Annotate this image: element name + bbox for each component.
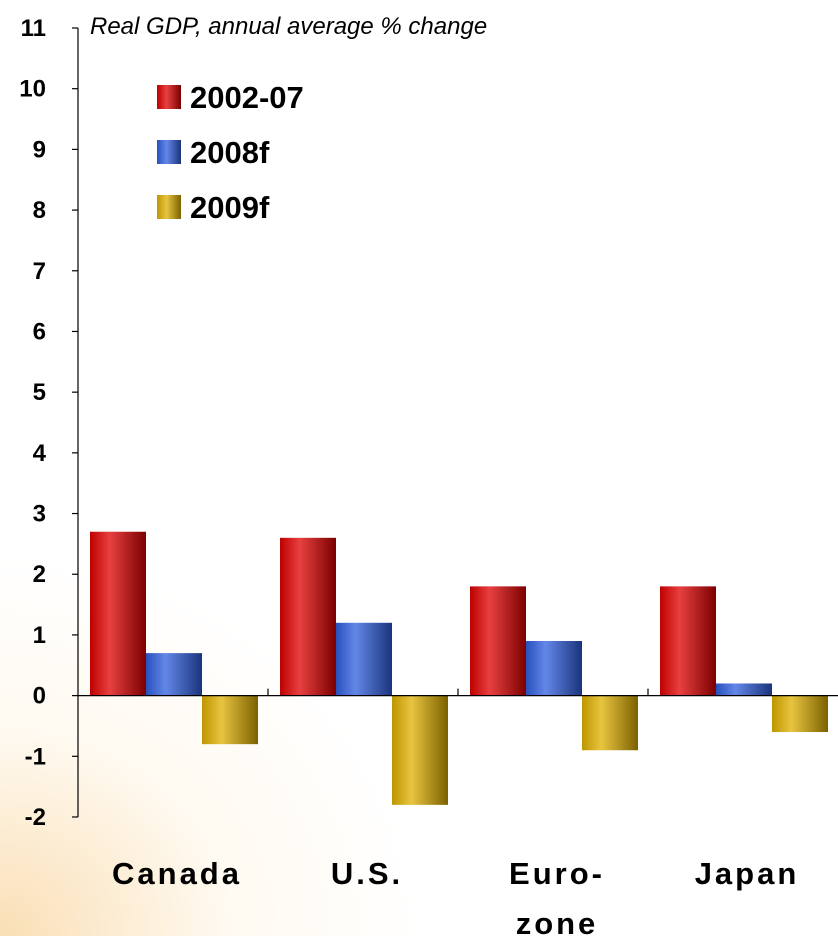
y-tick-label: 3 (33, 501, 46, 528)
y-tick-label: 1 (33, 622, 46, 649)
legend-swatch (157, 140, 181, 164)
bar (146, 653, 202, 696)
bars (90, 531, 828, 805)
bar (470, 586, 526, 696)
bar (660, 586, 716, 696)
y-tick-label: 11 (21, 15, 46, 42)
bar (526, 640, 582, 696)
bar (280, 537, 336, 696)
y-axis: -2 -1 0 1 2 3 4 5 6 7 8 9 10 11 (19, 15, 79, 831)
bar (202, 695, 258, 745)
x-tick-label: Canada (112, 856, 242, 891)
legend: 2002-07 2008f 2009f (157, 80, 304, 225)
y-tick-label: 8 (33, 197, 46, 224)
bar (772, 695, 828, 733)
category-labels: Canada U.S. Euro-zone Japan (112, 856, 800, 936)
y-tick-label: -1 (25, 743, 46, 770)
y-tick-label: 6 (33, 318, 46, 345)
y-tick-label: 7 (33, 258, 46, 285)
bar (392, 695, 448, 805)
chart-title: Real GDP, annual average % change (90, 13, 487, 40)
y-tick-label: -2 (25, 804, 46, 831)
x-axis (78, 688, 838, 697)
y-tick-label: 9 (33, 136, 46, 163)
legend-label: 2008f (190, 135, 270, 170)
x-tick-label: Japan (695, 856, 800, 891)
x-tick-label: zone (516, 906, 599, 936)
bar (582, 695, 638, 751)
y-tick-label: 0 (33, 683, 46, 710)
bar (90, 531, 146, 696)
bar (716, 683, 772, 696)
x-tick-label: U.S. (331, 856, 403, 891)
y-tick-label: 10 (19, 76, 46, 103)
y-tick-label: 2 (33, 561, 46, 588)
y-tick-label: 4 (33, 440, 47, 467)
x-tick-label: Euro- (509, 856, 605, 891)
y-tick-label: 5 (33, 379, 46, 406)
legend-label: 2009f (190, 190, 270, 225)
legend-label: 2002-07 (190, 80, 304, 115)
legend-swatch (157, 85, 181, 109)
bar (336, 622, 392, 696)
legend-swatch (157, 195, 181, 219)
